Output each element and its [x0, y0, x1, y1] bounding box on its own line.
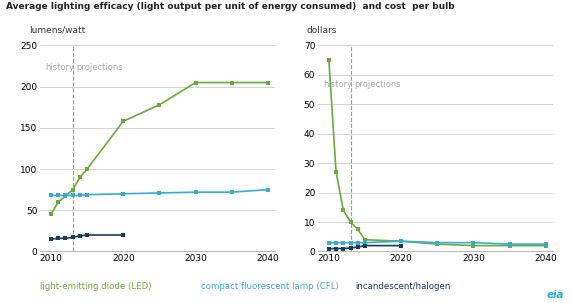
- Text: projections: projections: [354, 80, 401, 89]
- Text: compact fluorescent lamp (CFL): compact fluorescent lamp (CFL): [201, 282, 338, 291]
- Text: eia: eia: [547, 290, 564, 300]
- Text: projections: projections: [76, 63, 123, 72]
- Text: Average lighting efficacy (light output per unit of energy consumed)  and cost  : Average lighting efficacy (light output …: [6, 2, 454, 11]
- Text: history: history: [323, 80, 352, 89]
- Text: history: history: [45, 63, 74, 72]
- Text: dollars: dollars: [307, 26, 337, 35]
- Text: light-emitting diode (LED): light-emitting diode (LED): [40, 282, 152, 291]
- Text: lumens/watt: lumens/watt: [29, 26, 85, 35]
- Text: incandescent/halogen: incandescent/halogen: [355, 282, 450, 291]
